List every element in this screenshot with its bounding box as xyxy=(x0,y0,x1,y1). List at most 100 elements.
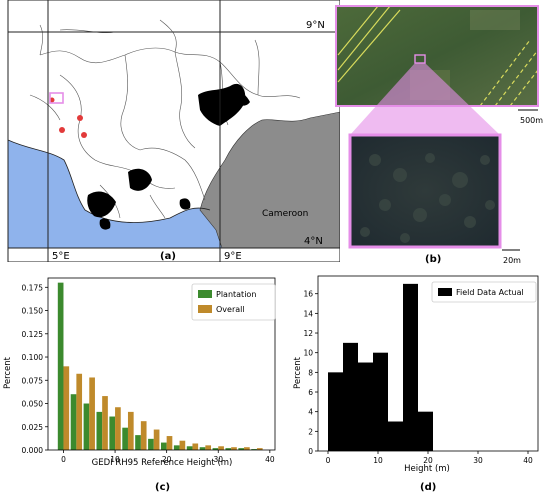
satellite-svg: 500m 20m (b) xyxy=(335,5,543,265)
bar-overall xyxy=(256,448,263,450)
y-tick-label: 0.100 xyxy=(22,353,44,362)
x-tick-label: 30 xyxy=(473,456,483,465)
bar-plantation xyxy=(57,282,64,450)
chart-c-legend-label-overall: Overall xyxy=(216,305,245,314)
chart-d-xlabel: Height (m) xyxy=(404,464,450,474)
scale-label-top: 500m xyxy=(520,116,543,125)
bar-plantation xyxy=(251,449,257,450)
chart-c-svg: 0.000 0.025 0.050 0.075 0.100 0.125 0.150 0.175… xyxy=(3,277,276,493)
y-tick-label: 8 xyxy=(308,368,313,377)
satellite-image-zoom xyxy=(350,135,500,247)
bar-plantation xyxy=(96,411,103,450)
zoom-connector xyxy=(350,63,500,135)
bar-overall xyxy=(89,377,95,450)
bar-plantation xyxy=(199,447,206,450)
x-tick-label: 40 xyxy=(523,456,533,465)
bar-overall xyxy=(166,436,173,450)
x-tick-label: 20 xyxy=(162,455,172,464)
bar-field-data-actual xyxy=(403,283,418,451)
bar-plantation xyxy=(109,416,116,450)
x-tick-label: 10 xyxy=(373,456,383,465)
bar-plantation xyxy=(160,442,167,450)
panel-label-b: (b) xyxy=(425,254,441,265)
y-tick-label: 0.175 xyxy=(22,283,44,292)
bar-field-data-actual xyxy=(388,421,403,451)
chart-d-svg: 0 2 4 6 8 10 12 14 16 0 10 20 30 40 Height (m) Percen… xyxy=(293,275,539,493)
bar-overall xyxy=(140,421,147,450)
panel-label-a: (a) xyxy=(160,251,176,262)
bar-overall xyxy=(205,445,212,450)
y-tick-label: 4 xyxy=(308,408,313,417)
bar-overall xyxy=(63,366,70,450)
x-tick-label: 20 xyxy=(423,456,433,465)
nigeria-outline xyxy=(7,139,211,223)
y-tick-label: 0.025 xyxy=(22,423,44,432)
y-tick-label: 0 xyxy=(308,447,313,456)
bar-plantation xyxy=(225,448,232,450)
x-tick-label: 0 xyxy=(61,455,66,464)
bar-plantation xyxy=(173,445,180,450)
panel-label-c: (c) xyxy=(155,482,170,493)
y-tick-label: 6 xyxy=(308,388,313,397)
y-tick-label: 0.125 xyxy=(22,330,44,339)
chart-c-bars xyxy=(57,282,263,450)
x-tick-label: 30 xyxy=(213,455,223,464)
y-tick-label: 0.000 xyxy=(22,446,44,455)
bar-plantation xyxy=(238,448,245,450)
bar-overall xyxy=(127,411,134,450)
chart-d-legend-label: Field Data Actual xyxy=(456,288,524,297)
bar-overall xyxy=(153,429,160,450)
bar-field-data-actual xyxy=(358,362,373,451)
bar-plantation xyxy=(212,448,219,450)
x-tick-label: 0 xyxy=(326,456,331,465)
y-tick-label: 16 xyxy=(303,290,313,299)
y-tick-label: 12 xyxy=(303,329,313,338)
chart-c-legend: Plantation Overall xyxy=(191,283,276,321)
y-tick-label: 0.050 xyxy=(22,400,44,409)
chart-d-ylabel: Percent xyxy=(293,356,303,389)
bar-overall xyxy=(179,440,186,450)
chart-frame xyxy=(47,277,276,451)
map-svg: 9°N 4°N 5°E 9°E Cameroon (a) xyxy=(7,0,341,263)
bar-plantation xyxy=(186,446,193,450)
chart-d-panel: 0 2 4 6 8 10 12 14 16 0 10 20 30 40 Height (m) Percen… xyxy=(280,268,550,499)
scale-label-bottom: 20m xyxy=(503,256,521,265)
bar-overall xyxy=(244,447,250,450)
bar-plantation xyxy=(83,403,90,450)
country-label: Cameroon xyxy=(262,209,308,219)
chart-c-axes: 0.000 0.025 0.050 0.075 0.100 0.125 0.150 0.175… xyxy=(22,277,276,464)
y-tick-label: 2 xyxy=(308,427,313,436)
bar-overall xyxy=(218,446,224,450)
bar-field-data-actual xyxy=(328,372,343,451)
lon-label-right: 9°E xyxy=(224,251,242,262)
lat-label-top: 9°N xyxy=(306,20,325,31)
chart-c-xlabel: GEDI RH95 Reference Height (m) xyxy=(92,458,233,468)
bar-field-data-actual xyxy=(343,342,358,451)
chart-d-axes: 0 2 4 6 8 10 12 14 16 0 10 20 30 40 xyxy=(303,275,539,465)
cameroon-area xyxy=(199,111,341,249)
y-tick-label: 0.075 xyxy=(22,376,44,385)
y-tick-label: 0.150 xyxy=(22,307,44,316)
bar-plantation xyxy=(135,435,141,450)
chart-d-bars xyxy=(328,283,433,451)
bar-overall xyxy=(102,396,108,450)
bar-overall xyxy=(231,447,237,450)
graticule xyxy=(8,0,340,262)
highlight-box xyxy=(49,92,64,104)
bar-field-data-actual xyxy=(418,411,433,451)
x-tick-label: 10 xyxy=(110,455,120,464)
chart-c-ylabel: Percent xyxy=(3,356,13,389)
satellite-panel: 500m 20m (b) xyxy=(330,0,550,265)
field-sites xyxy=(49,97,87,138)
lat-label-bottom: 4°N xyxy=(304,236,323,247)
bar-plantation xyxy=(148,438,154,450)
bar-plantation xyxy=(70,394,77,450)
bar-plantation xyxy=(122,427,128,450)
y-tick-label: 10 xyxy=(303,349,313,358)
y-tick-label: 14 xyxy=(303,309,313,318)
chart-c-panel: 0.000 0.025 0.050 0.075 0.100 0.125 0.150 0.175… xyxy=(0,268,285,499)
map-panel: 9°N 4°N 5°E 9°E Cameroon (a) xyxy=(0,0,341,263)
road-lines xyxy=(337,5,539,107)
lon-label-left: 5°E xyxy=(52,251,70,262)
panel-label-d: (d) xyxy=(420,482,436,493)
